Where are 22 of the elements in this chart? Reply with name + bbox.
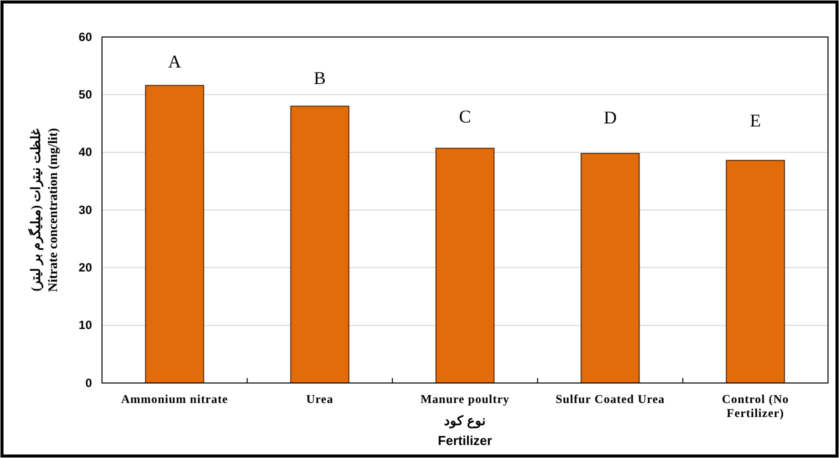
x-tick-label: Urea xyxy=(306,392,334,406)
x-tick-label: Ammonium nitrate xyxy=(121,392,228,406)
y-tick-label: 30 xyxy=(78,202,92,217)
annotation: B xyxy=(314,68,326,88)
x-tick-label: Sulfur Coated Urea xyxy=(556,392,665,406)
bar xyxy=(145,84,204,384)
y-tick-label: 20 xyxy=(78,260,92,275)
x-tick-label: Control (No Fertilizer) xyxy=(722,392,789,420)
annotation: C xyxy=(458,106,472,126)
y-tick-label: 10 xyxy=(78,318,92,332)
x-tick-label: Manure poultry xyxy=(420,392,510,406)
y-tick-label: 40 xyxy=(78,145,92,160)
y-tick-label: 50 xyxy=(78,88,92,102)
annotation: D xyxy=(604,107,617,128)
annotation: A xyxy=(168,51,182,72)
bar xyxy=(290,106,350,384)
y-tick-label: 60 xyxy=(78,30,92,44)
bar xyxy=(726,160,785,384)
bar xyxy=(435,148,495,384)
y-tick-label: 0 xyxy=(85,376,92,390)
bar xyxy=(580,152,640,384)
annotation: E xyxy=(750,110,761,130)
